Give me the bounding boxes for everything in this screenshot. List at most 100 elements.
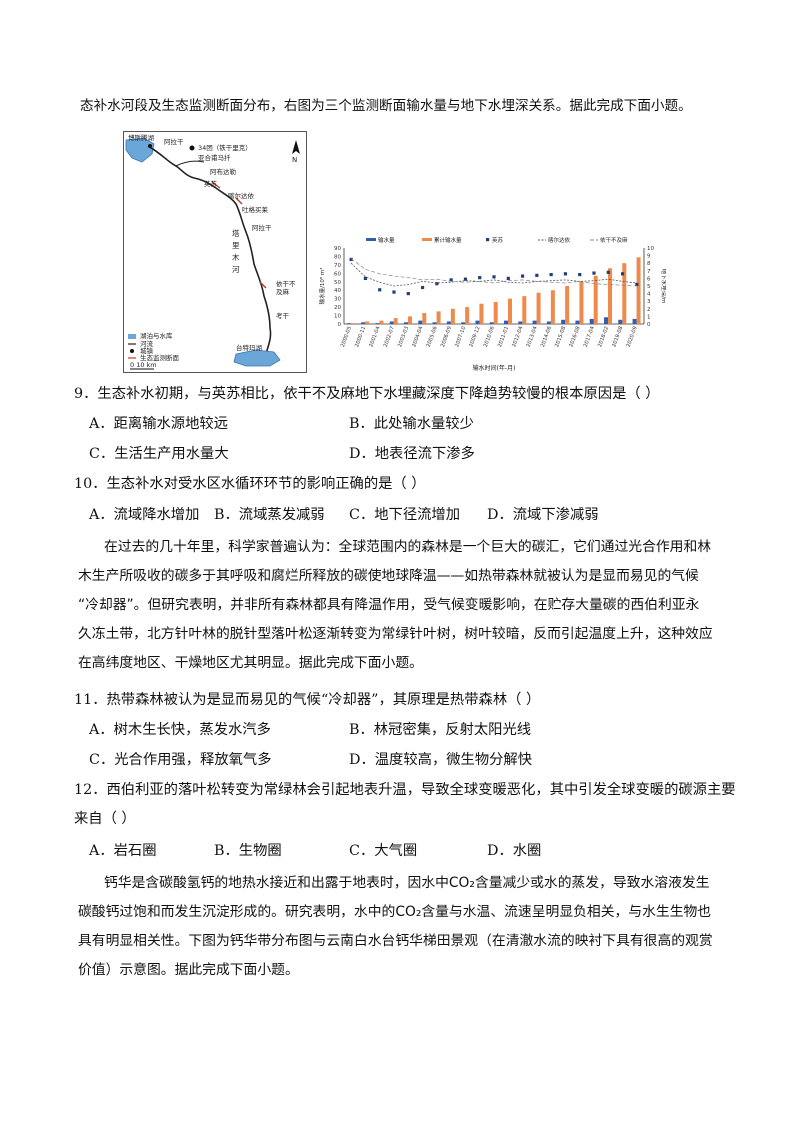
point-yingsu xyxy=(620,272,625,276)
bar-water-volume xyxy=(546,321,551,324)
bar-cumulative xyxy=(508,298,512,324)
bar-cumulative xyxy=(450,308,455,324)
bar-cumulative xyxy=(422,313,427,324)
x-tick-label: 2000-05 xyxy=(340,326,353,348)
y-tick-label-left: 80 xyxy=(334,254,341,260)
passage-line: 在高纬度地区、干燥地区尤其明显。据此完成下面小题。 xyxy=(78,655,423,671)
bar-cumulative xyxy=(479,303,484,324)
y-tick-label-right: 4 xyxy=(647,292,651,298)
x-tick-label: 2016-08 xyxy=(569,326,582,348)
legend-label: 输水量 xyxy=(378,236,395,244)
bar-water-volume xyxy=(389,321,394,324)
x-tick-label: 2017-04 xyxy=(583,325,596,348)
line-kaerdayi xyxy=(350,262,637,287)
bar-water-volume xyxy=(618,319,623,324)
map-label: 喀尔达依 xyxy=(228,192,254,200)
north-arrow-icon xyxy=(292,140,300,154)
bar-water-volume xyxy=(532,320,537,324)
bar-cumulative xyxy=(436,311,441,324)
bar-water-volume xyxy=(346,323,351,324)
point-yingsu xyxy=(420,285,425,290)
y-tick-label-right: 8 xyxy=(647,261,651,267)
q10-option-d[interactable]: D．流域下渗减弱 xyxy=(487,507,599,523)
q10-option-b[interactable]: B．流域蒸发减弱 xyxy=(214,507,325,523)
bar-cumulative xyxy=(608,268,612,324)
x-tick-label: 2012-04 xyxy=(511,325,524,348)
map-north-label: N xyxy=(292,156,298,164)
bar-water-volume xyxy=(432,322,437,324)
map-label: 阿布达勒 xyxy=(210,168,236,176)
passage-line: 在过去的几十年里，科学家普遍认为：全球范围内的森林是一个巨大的碳汇，它们通过光合… xyxy=(104,539,712,555)
legend-lake-swatch xyxy=(128,334,136,339)
bar-water-volume xyxy=(518,321,523,324)
x-tick-label: 2010-06 xyxy=(483,326,496,348)
legend-swatch xyxy=(486,238,490,242)
bar-cumulative xyxy=(550,290,555,324)
q9-option-b[interactable]: B．此处输水量较少 xyxy=(349,416,474,432)
map-label: 博斯腾湖 xyxy=(128,134,154,142)
y-axis-title-left: 输水量/10⁸ m³ xyxy=(318,268,326,305)
legend-label: 依干不及麻 xyxy=(600,236,628,244)
monitor-section xyxy=(259,281,267,289)
bar-cumulative xyxy=(465,307,470,324)
bar-cumulative xyxy=(493,302,498,324)
q12-option-c[interactable]: C．大气圈 xyxy=(349,843,418,859)
y-tick-label-left: 30 xyxy=(334,297,341,303)
bar-cumulative xyxy=(593,275,598,324)
bar-cumulative xyxy=(536,292,541,324)
line-yiganbujima xyxy=(350,258,637,287)
x-tick-label: 2003-03 xyxy=(397,326,410,348)
map-label: 考干 xyxy=(276,312,289,320)
x-tick-label: 2007-10 xyxy=(454,326,467,348)
legend-label: 累计输水量 xyxy=(434,236,462,244)
water-chart: 0 10 20 30 40 50 60 70 80 90 0 1 2 3 4 5 6 7 8 9 10 2000-05 20… xyxy=(318,236,668,372)
q12-option-b[interactable]: B．生物圈 xyxy=(214,843,282,859)
bar-water-volume xyxy=(561,319,566,324)
q9-option-a[interactable]: A．距离输水源地较远 xyxy=(89,416,228,432)
q11-option-c[interactable]: C．光合作用强，释放氧气多 xyxy=(89,752,272,768)
x-tick-label: 2020-09 xyxy=(626,326,639,348)
q10-option-a[interactable]: A．流域降水增加 xyxy=(89,507,200,523)
q12-option-d[interactable]: D．水圈 xyxy=(487,843,542,859)
x-tick-label: 2005-06 xyxy=(426,326,439,348)
q9-option-d[interactable]: D．地表径流下渗多 xyxy=(349,446,475,462)
map-river-label: 塔里木河 xyxy=(232,229,240,274)
q11-option-d[interactable]: D．温度较高，微生物分解快 xyxy=(349,752,533,768)
river-line xyxy=(147,145,272,355)
y-tick-label-right: 2 xyxy=(647,307,651,313)
passage-line: 木生产所吸收的碳多于其呼吸和腐烂所释放的碳使地球降温——如热带森林就被认为是显而… xyxy=(78,568,699,584)
point-yingsu xyxy=(592,271,596,275)
x-tick-label: 2019-08 xyxy=(611,326,624,348)
y-tick-label-right: 9 xyxy=(647,254,651,260)
q12-option-a[interactable]: A．岩石圈 xyxy=(89,843,157,859)
q12-stem: 12．西伯利亚的落叶松转变为常绿林会引起地表升温，导致全球变暖恶化，其中引发全球… xyxy=(74,782,736,798)
point-yingsu xyxy=(378,288,382,292)
bar-cumulative xyxy=(636,257,641,324)
bar-water-volume xyxy=(461,322,466,324)
point-yingsu xyxy=(506,276,510,280)
q10-option-c[interactable]: C．地下径流增加 xyxy=(349,507,461,523)
q11-option-b[interactable]: B．林冠密集，反射太阳光线 xyxy=(349,722,532,738)
map-label: 亚合甫马扦 xyxy=(198,154,231,162)
bar-water-volume xyxy=(475,320,480,324)
bar-water-volume xyxy=(361,322,366,324)
point-yingsu xyxy=(635,282,639,287)
bar-cumulative xyxy=(408,316,412,324)
bar-water-volume xyxy=(632,318,637,324)
point-yingsu xyxy=(463,277,468,281)
q11-stem: 11．热带森林被认为是显而易见的气候“冷却器”，其原理是热带森林（ ） xyxy=(74,692,541,708)
bar-water-volume xyxy=(446,321,451,324)
point-yingsu xyxy=(563,272,568,276)
map-label: 英苏 xyxy=(204,180,217,188)
x-tick-label: 2013-04 xyxy=(526,325,539,348)
legend-swatch xyxy=(422,238,432,241)
point-yingsu xyxy=(349,257,353,261)
x-tick-label: 2002-07 xyxy=(383,326,396,348)
q9-option-c[interactable]: C．生活生产用水量大 xyxy=(89,446,229,462)
y-tick-label-right: 5 xyxy=(647,284,651,290)
q11-option-a[interactable]: A．树木生长快，蒸发水汽多 xyxy=(89,722,271,738)
point-yingsu xyxy=(392,290,396,294)
passage-forest: 在过去的几十年里，科学家普遍认为：全球范围内的森林是一个巨大的碳汇，它们通过光合… xyxy=(78,533,728,678)
map-label: 34团（铁干里克） xyxy=(198,144,252,152)
bar-water-volume xyxy=(375,323,380,324)
